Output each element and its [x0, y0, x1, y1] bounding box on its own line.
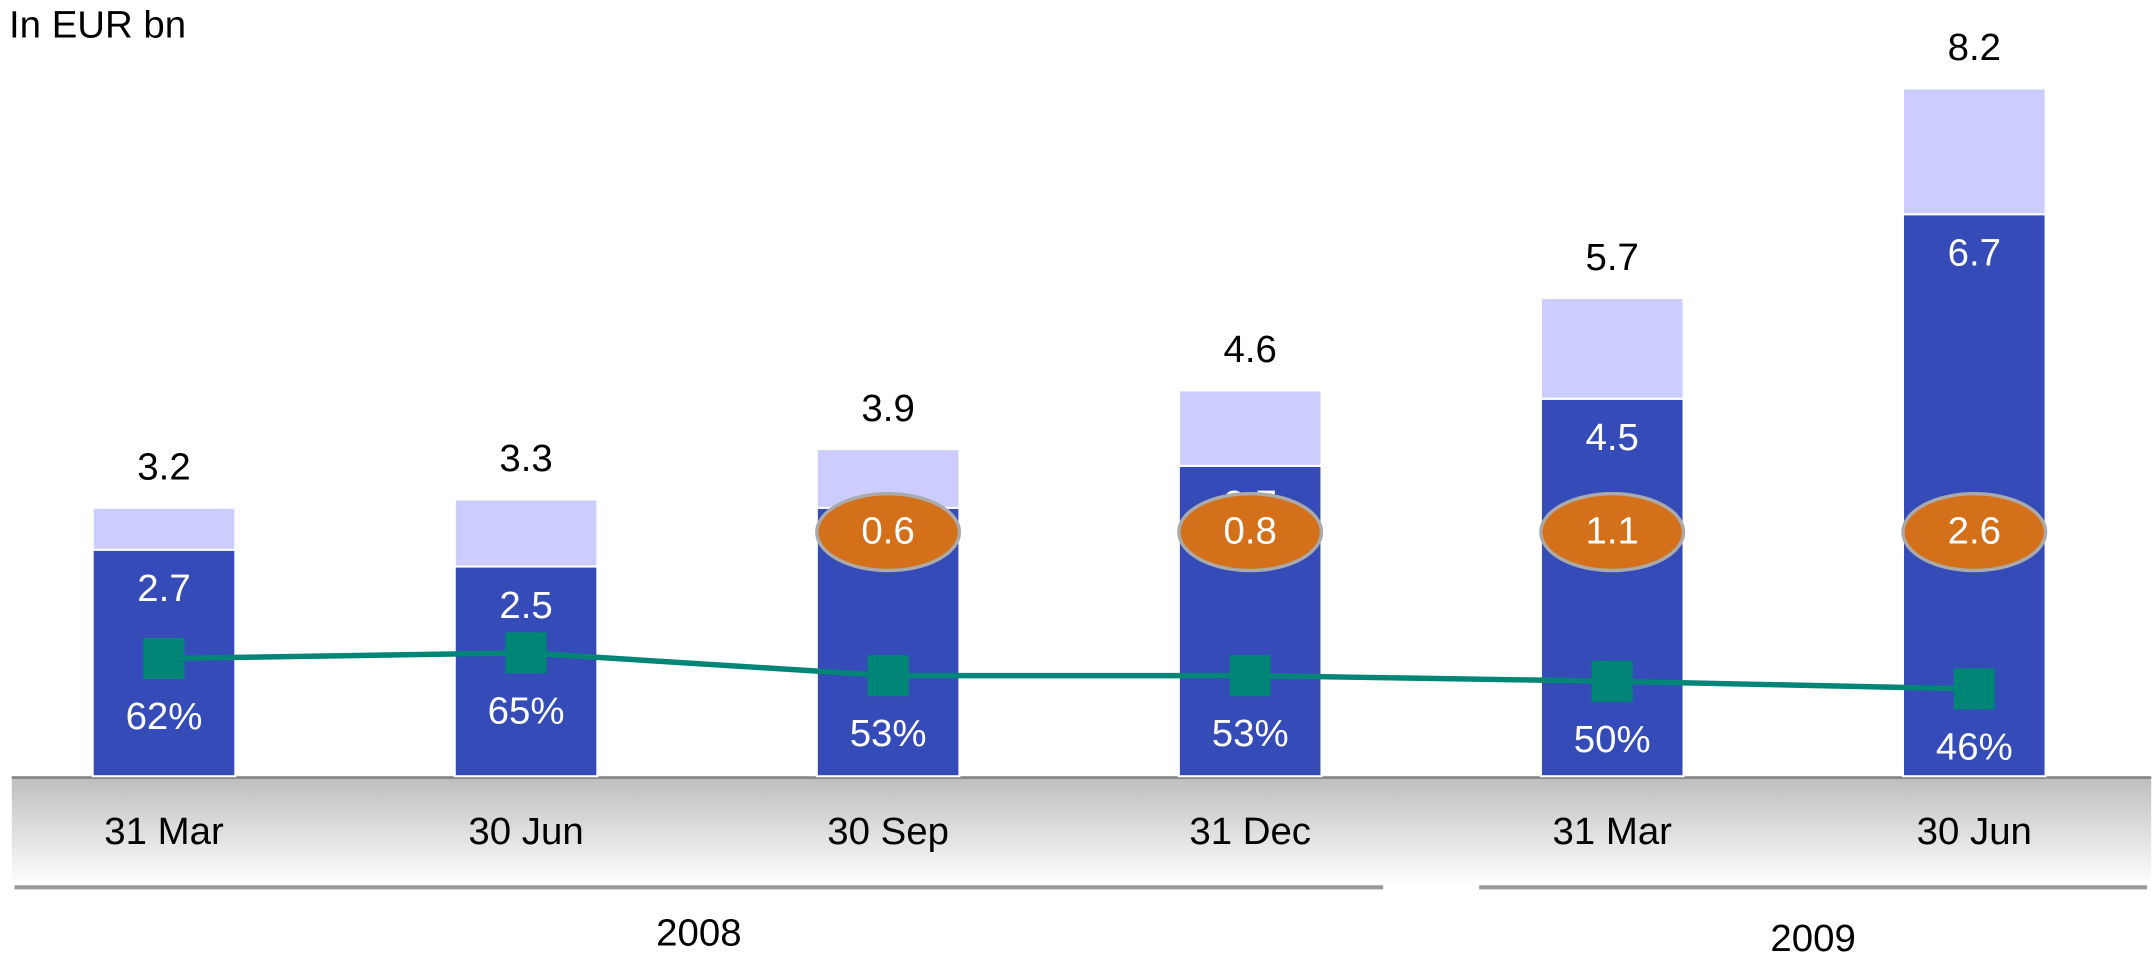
- annotation-label: 2.6: [1948, 510, 2001, 553]
- group-label: 2008: [656, 911, 741, 954]
- x-tick-label: 31 Dec: [1189, 810, 1311, 853]
- total-label: 4.6: [1223, 328, 1276, 371]
- x-tick-label: 31 Mar: [1552, 810, 1672, 853]
- x-tick-label: 30 Jun: [1917, 810, 2032, 853]
- total-label: 3.3: [499, 437, 552, 480]
- line-marker: [867, 655, 909, 697]
- line-value-label: 62%: [126, 695, 203, 738]
- segment-label: 2.7: [137, 567, 190, 610]
- bar-segment: [91, 506, 237, 551]
- annotation-bubble: [1901, 492, 2048, 573]
- line-value-label: 53%: [1212, 712, 1289, 755]
- annotation-bubble: [815, 492, 962, 573]
- line-marker: [1229, 655, 1271, 697]
- line-marker: [505, 632, 547, 674]
- line-value-label: 53%: [850, 712, 927, 755]
- bar-segment: [1901, 87, 2047, 216]
- line-value-label: 65%: [488, 689, 565, 732]
- total-label: 5.7: [1586, 236, 1639, 279]
- line-marker: [143, 637, 185, 680]
- bar-segment: [1177, 389, 1323, 467]
- annotation-label: 0.6: [861, 510, 914, 553]
- line-marker: [1953, 668, 1995, 710]
- total-label: 8.2: [1948, 26, 2001, 69]
- chart-title: In EUR bn: [9, 4, 186, 47]
- line-value-label: 46%: [1936, 725, 2013, 768]
- x-tick-label: 30 Jun: [468, 810, 583, 853]
- axis-band: [11, 776, 2152, 886]
- annotation-label: 1.1: [1586, 510, 1639, 553]
- bar-segment: [453, 498, 599, 568]
- x-tick-label: 31 Mar: [104, 810, 224, 853]
- bar-segment: [1539, 397, 1685, 778]
- x-tick-label: 30 Sep: [827, 810, 949, 853]
- annotation-bubble: [1177, 492, 1324, 573]
- total-label: 3.2: [137, 446, 190, 489]
- segment-label: 4.5: [1586, 416, 1639, 459]
- bar-segment: [1539, 297, 1685, 400]
- line-marker: [1591, 660, 1633, 702]
- annotation-bubble: [1539, 492, 1686, 573]
- total-label: 3.9: [861, 387, 914, 430]
- line-value-label: 50%: [1574, 718, 1651, 761]
- group-label: 2009: [1770, 917, 1855, 960]
- line: [163, 650, 1975, 692]
- segment-label: 6.7: [1948, 232, 2001, 275]
- segment-label: 2.5: [499, 584, 552, 627]
- annotation-label: 0.8: [1223, 510, 1276, 553]
